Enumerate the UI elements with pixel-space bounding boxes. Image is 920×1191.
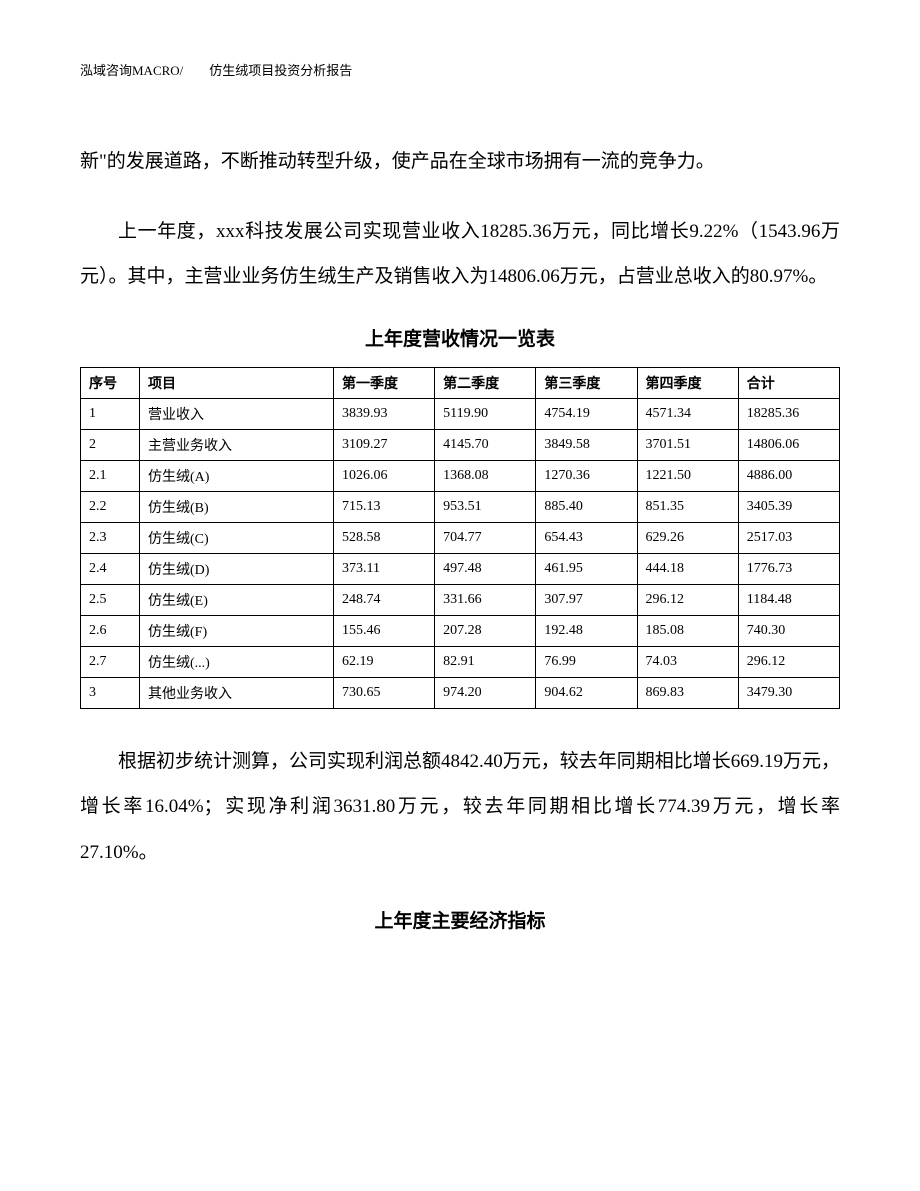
cell-total: 14806.06 xyxy=(738,429,839,460)
cell-seq: 2.5 xyxy=(81,584,140,615)
table-row: 3其他业务收入730.65974.20904.62869.833479.30 xyxy=(81,677,840,708)
cell-seq: 2.4 xyxy=(81,553,140,584)
table-row: 2.7仿生绒(...)62.1982.9176.9974.03296.12 xyxy=(81,646,840,677)
cell-q3: 3849.58 xyxy=(536,429,637,460)
cell-q2: 331.66 xyxy=(435,584,536,615)
cell-q4: 629.26 xyxy=(637,522,738,553)
paragraph-1: 新"的发展道路，不断推动转型升级，使产品在全球市场拥有一流的竞争力。 xyxy=(80,139,840,185)
cell-q1: 62.19 xyxy=(333,646,434,677)
cell-item: 其他业务收入 xyxy=(140,677,334,708)
cell-seq: 2.1 xyxy=(81,460,140,491)
cell-q1: 730.65 xyxy=(333,677,434,708)
header-total: 合计 xyxy=(738,367,839,398)
cell-seq: 3 xyxy=(81,677,140,708)
cell-item: 仿生绒(A) xyxy=(140,460,334,491)
revenue-table: 序号 项目 第一季度 第二季度 第三季度 第四季度 合计 1营业收入3839.9… xyxy=(80,367,840,709)
cell-q4: 185.08 xyxy=(637,615,738,646)
cell-q2: 974.20 xyxy=(435,677,536,708)
table-row: 2.2仿生绒(B)715.13953.51885.40851.353405.39 xyxy=(81,491,840,522)
cell-total: 4886.00 xyxy=(738,460,839,491)
cell-q2: 704.77 xyxy=(435,522,536,553)
table-row: 2.5仿生绒(E)248.74331.66307.97296.121184.48 xyxy=(81,584,840,615)
cell-item: 仿生绒(C) xyxy=(140,522,334,553)
cell-q4: 296.12 xyxy=(637,584,738,615)
table-header-row: 序号 项目 第一季度 第二季度 第三季度 第四季度 合计 xyxy=(81,367,840,398)
cell-item: 营业收入 xyxy=(140,398,334,429)
table-row: 2.3仿生绒(C)528.58704.77654.43629.262517.03 xyxy=(81,522,840,553)
header-item: 项目 xyxy=(140,367,334,398)
cell-q4: 1221.50 xyxy=(637,460,738,491)
cell-q3: 885.40 xyxy=(536,491,637,522)
cell-seq: 1 xyxy=(81,398,140,429)
cell-q3: 4754.19 xyxy=(536,398,637,429)
cell-q2: 4145.70 xyxy=(435,429,536,460)
cell-q3: 76.99 xyxy=(536,646,637,677)
table-row: 2主营业务收入3109.274145.703849.583701.5114806… xyxy=(81,429,840,460)
cell-q4: 74.03 xyxy=(637,646,738,677)
cell-item: 仿生绒(B) xyxy=(140,491,334,522)
cell-q1: 1026.06 xyxy=(333,460,434,491)
cell-seq: 2.3 xyxy=(81,522,140,553)
cell-total: 1776.73 xyxy=(738,553,839,584)
section-title-2: 上年度主要经济指标 xyxy=(80,906,840,933)
cell-q2: 953.51 xyxy=(435,491,536,522)
cell-item: 主营业务收入 xyxy=(140,429,334,460)
cell-q3: 904.62 xyxy=(536,677,637,708)
cell-q1: 3109.27 xyxy=(333,429,434,460)
cell-total: 18285.36 xyxy=(738,398,839,429)
cell-q1: 528.58 xyxy=(333,522,434,553)
cell-total: 3405.39 xyxy=(738,491,839,522)
cell-seq: 2.6 xyxy=(81,615,140,646)
cell-q3: 192.48 xyxy=(536,615,637,646)
cell-total: 1184.48 xyxy=(738,584,839,615)
cell-total: 740.30 xyxy=(738,615,839,646)
header-q1: 第一季度 xyxy=(333,367,434,398)
cell-q2: 1368.08 xyxy=(435,460,536,491)
cell-q1: 715.13 xyxy=(333,491,434,522)
cell-q3: 461.95 xyxy=(536,553,637,584)
cell-seq: 2.2 xyxy=(81,491,140,522)
cell-item: 仿生绒(E) xyxy=(140,584,334,615)
cell-q3: 1270.36 xyxy=(536,460,637,491)
table-title-1: 上年度营收情况一览表 xyxy=(80,324,840,351)
paragraph-3: 根据初步统计测算，公司实现利润总额4842.40万元，较去年同期相比增长669.… xyxy=(80,739,840,876)
cell-total: 2517.03 xyxy=(738,522,839,553)
header-q2: 第二季度 xyxy=(435,367,536,398)
cell-total: 3479.30 xyxy=(738,677,839,708)
cell-q1: 3839.93 xyxy=(333,398,434,429)
cell-q1: 248.74 xyxy=(333,584,434,615)
cell-total: 296.12 xyxy=(738,646,839,677)
page-header: 泓域咨询MACRO/ 仿生绒项目投资分析报告 xyxy=(80,60,840,79)
table-row: 2.1仿生绒(A)1026.061368.081270.361221.50488… xyxy=(81,460,840,491)
table-row: 2.6仿生绒(F)155.46207.28192.48185.08740.30 xyxy=(81,615,840,646)
cell-q1: 373.11 xyxy=(333,553,434,584)
cell-seq: 2 xyxy=(81,429,140,460)
cell-q4: 4571.34 xyxy=(637,398,738,429)
cell-q2: 82.91 xyxy=(435,646,536,677)
cell-q4: 851.35 xyxy=(637,491,738,522)
cell-q2: 5119.90 xyxy=(435,398,536,429)
cell-q1: 155.46 xyxy=(333,615,434,646)
paragraph-2: 上一年度，xxx科技发展公司实现营业收入18285.36万元，同比增长9.22%… xyxy=(80,209,840,300)
cell-q2: 207.28 xyxy=(435,615,536,646)
cell-q4: 3701.51 xyxy=(637,429,738,460)
table-row: 1营业收入3839.935119.904754.194571.3418285.3… xyxy=(81,398,840,429)
cell-q2: 497.48 xyxy=(435,553,536,584)
header-seq: 序号 xyxy=(81,367,140,398)
cell-seq: 2.7 xyxy=(81,646,140,677)
cell-q4: 869.83 xyxy=(637,677,738,708)
header-q3: 第三季度 xyxy=(536,367,637,398)
cell-item: 仿生绒(D) xyxy=(140,553,334,584)
cell-item: 仿生绒(...) xyxy=(140,646,334,677)
cell-q4: 444.18 xyxy=(637,553,738,584)
header-q4: 第四季度 xyxy=(637,367,738,398)
cell-q3: 654.43 xyxy=(536,522,637,553)
cell-item: 仿生绒(F) xyxy=(140,615,334,646)
cell-q3: 307.97 xyxy=(536,584,637,615)
table-row: 2.4仿生绒(D)373.11497.48461.95444.181776.73 xyxy=(81,553,840,584)
